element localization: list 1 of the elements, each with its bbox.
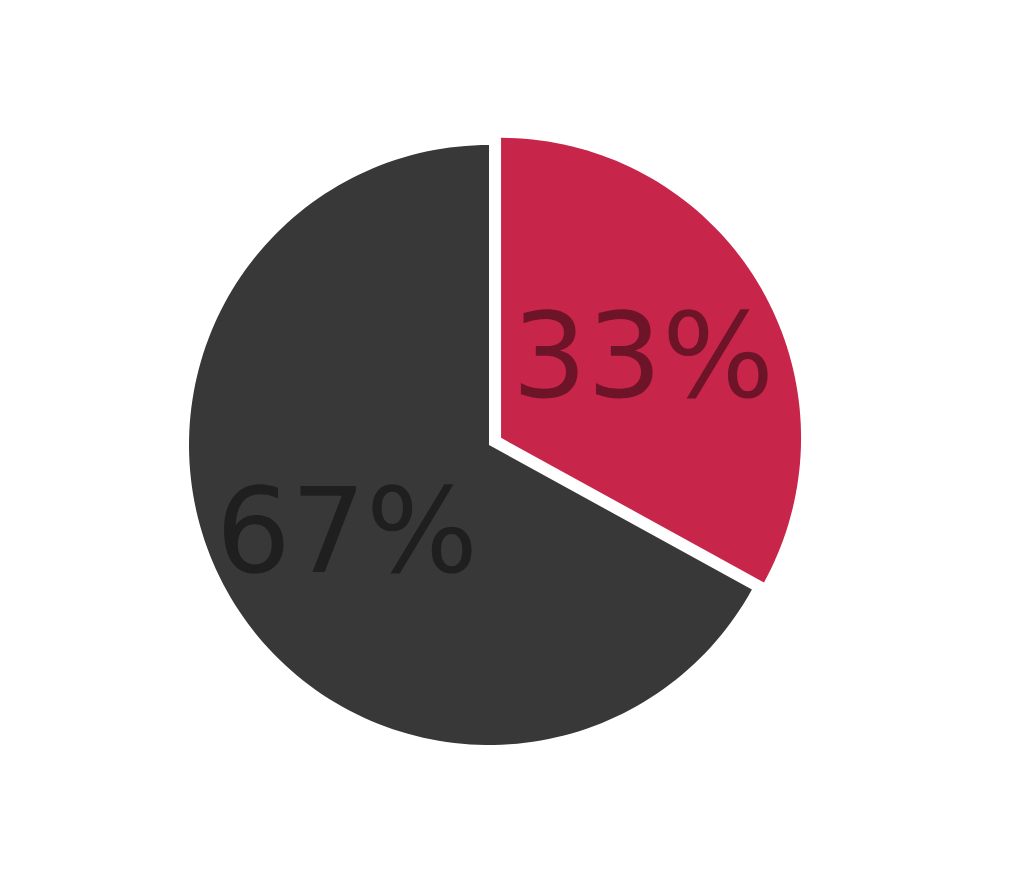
data-label: 33%	[520, 309, 768, 399]
